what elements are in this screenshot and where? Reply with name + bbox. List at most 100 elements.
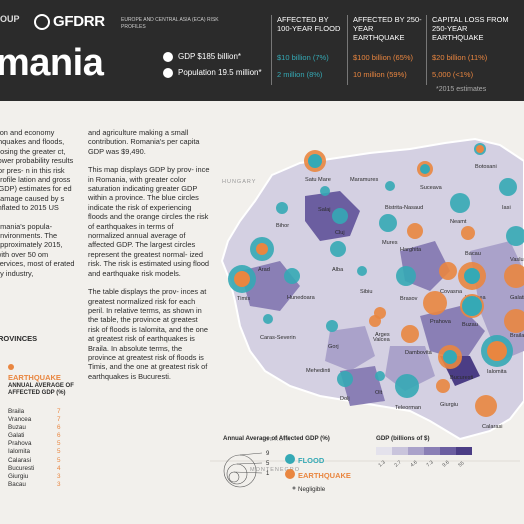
province-label: Dambovita [405, 350, 433, 356]
risk-circle-inner [462, 296, 482, 316]
gdp-scale-swatch [376, 447, 392, 455]
province-label: Gorj [328, 344, 339, 350]
risk-circle [475, 395, 497, 417]
gdp-scale-swatch [424, 447, 440, 455]
risk-circle [263, 314, 273, 324]
negligible-legend-label: Negligible [298, 486, 326, 493]
risk-circle [357, 266, 367, 276]
stat-flood: AFFECTED BY 100-YEAR FLOOD $10 billion (… [271, 15, 341, 85]
table-row: Giurgiu 3 [8, 472, 61, 480]
province-label: Giurgiu [440, 402, 458, 408]
gdp-scale-tick: 2.7 [393, 459, 402, 468]
risk-circle [423, 291, 447, 315]
risk-circle [401, 325, 419, 343]
risk-circle [337, 371, 353, 387]
risk-circle [407, 223, 423, 239]
province-label: Timis [237, 296, 250, 302]
risk-circle [320, 186, 330, 196]
province-label: Cluj [335, 230, 345, 236]
province-label: Braila [510, 333, 524, 339]
province-label: Galati [510, 295, 524, 301]
table-row: Braila 7 [8, 408, 61, 415]
table-row: Ialomita 5 [8, 448, 61, 456]
province-label: Ialomita [487, 369, 507, 375]
money-bag-icon [163, 52, 173, 62]
estimates-note: *2015 estimates [436, 86, 487, 93]
gdp-scale-swatch [456, 447, 472, 455]
flood-legend-label: FLOOD [298, 456, 325, 465]
risk-circle-inner [464, 268, 480, 284]
gdp-scale-swatch [440, 447, 456, 455]
earthquake-dot-icon [8, 364, 14, 370]
risk-circle-inner [443, 350, 457, 364]
risk-circle [375, 371, 385, 381]
gdp-scale-swatch [392, 447, 408, 455]
risk-circle [276, 202, 288, 214]
province-label: Vaslui [510, 257, 524, 263]
gdp-summary: GDP $185 billion* [163, 52, 241, 62]
gdp-scale-tick: 9.6 [441, 459, 450, 468]
province-label: Brasov [400, 296, 418, 302]
country-title: mania [0, 42, 104, 84]
province-label: Alba [332, 267, 344, 273]
province-label: Arges [375, 332, 390, 338]
earthquake-heading: EARTHQUAKE [8, 373, 61, 382]
svg-text:1: 1 [266, 471, 270, 477]
risk-circle [284, 268, 300, 284]
risk-circle [499, 178, 517, 196]
province-label: Salaj [318, 207, 330, 213]
province-label: Harghita [400, 247, 422, 253]
intro-column: tion and economy thquakes and floods, po… [0, 128, 75, 278]
table-row: Galati 6 [8, 432, 61, 440]
country-label: MONTENEGRO [250, 467, 300, 473]
stat-earthquake: AFFECTED BY 250-YEAR EARTHQUAKE $100 bil… [347, 15, 423, 85]
country-label: HUNGARY [222, 179, 256, 185]
gdp-scale-swatch [408, 447, 424, 455]
gdp-scale-tick: 4.6 [409, 459, 418, 468]
risk-circle [395, 374, 419, 398]
romania-risk-map: Satu Mare Maramures Botosani Suceava Salaj Bi… [210, 101, 524, 524]
province-label: Mehedinti [306, 368, 330, 374]
risk-circle [396, 266, 416, 286]
table-row: Bucuresti 4 [8, 464, 61, 472]
header-banner: OUP GFDRR EUROPE AND CENTRAL ASIA (ECA) … [0, 0, 524, 101]
risk-circle-inner [234, 271, 250, 287]
province-label: Calarasi [482, 424, 503, 430]
gdp-scale-tick: 7.3 [425, 459, 434, 468]
province-label: Caras-Severin [260, 335, 296, 341]
province-label: Bistrita-Nasaud [385, 205, 423, 211]
risk-circle [379, 214, 397, 232]
risk-circle-inner [487, 341, 507, 361]
stat-capital-loss: CAPITAL LOSS FROM 250-YEAR EARTHQUAKE $2… [426, 15, 518, 85]
risk-circle-inner [308, 154, 322, 168]
person-icon [163, 68, 173, 78]
table-row: Buzau 6 [8, 424, 61, 432]
risk-circle-inner [420, 164, 430, 174]
earthquake-legend-label: EARTHQUAKE [298, 471, 351, 480]
risk-circle-inner [476, 145, 484, 153]
risk-circle [504, 309, 524, 333]
province-label: Covasna [440, 289, 463, 295]
risk-circle [436, 379, 450, 393]
svg-text:5: 5 [266, 461, 270, 467]
risk-circle [439, 262, 457, 280]
province-label: Bihor [276, 223, 289, 229]
province-label: Mures [382, 240, 398, 246]
province-label: Arad [258, 267, 270, 273]
table-row: Calarasi 5 [8, 456, 61, 464]
risk-circle [326, 320, 338, 332]
province-label: Sibiu [360, 289, 372, 295]
province-label: Prahova [430, 319, 452, 325]
province-label: Maramures [350, 177, 378, 183]
provinces-heading: ROVINCES [0, 334, 38, 343]
risk-circle [450, 193, 470, 213]
table-row: Prahova 5 [8, 440, 61, 448]
province-label: Valcea [373, 337, 391, 343]
province-label: Dolj [340, 396, 350, 402]
risk-circle [332, 208, 348, 224]
risk-circle-inner [256, 243, 268, 255]
gfdrr-logo-text: GFDRR [53, 13, 105, 30]
circle-size-legend: 9 5 1 [223, 451, 296, 490]
gdp-scale-tick: 1.3 [377, 459, 386, 468]
province-label: Olt [375, 390, 383, 396]
